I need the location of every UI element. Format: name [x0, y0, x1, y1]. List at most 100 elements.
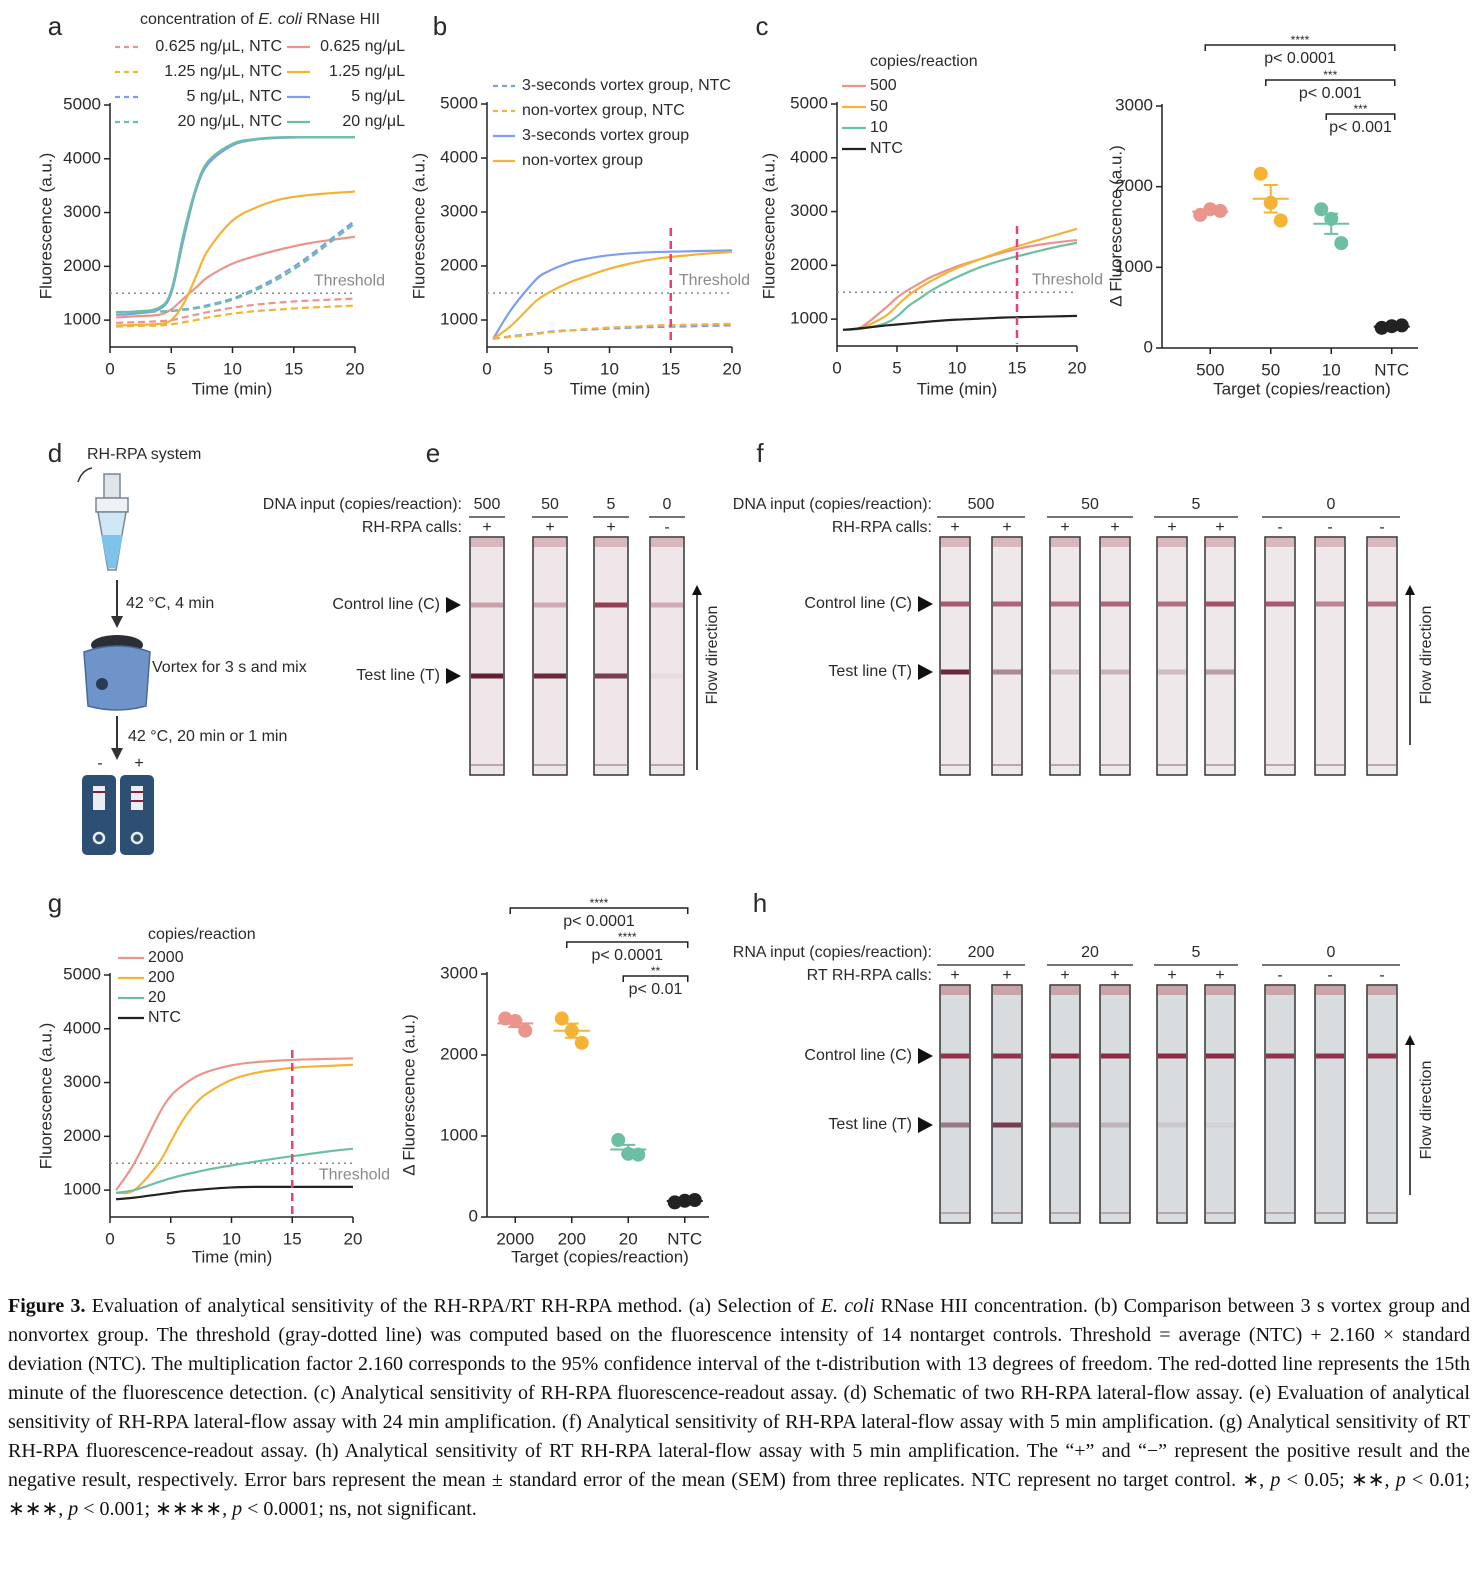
- series-line: [116, 219, 356, 314]
- strip-pad: [1316, 986, 1344, 995]
- strip: [532, 536, 568, 776]
- input-label: 20: [1081, 944, 1099, 961]
- input-label: 5: [1192, 944, 1201, 961]
- caption-run: < 0.0001; ns, not significant.: [242, 1498, 477, 1520]
- strip: [991, 984, 1023, 1224]
- significance-stars: ***: [1353, 102, 1367, 116]
- strip-pad: [1368, 538, 1396, 547]
- test-line: [1051, 669, 1079, 675]
- replicate-point: [574, 1035, 589, 1050]
- input-header: DNA input (copies/reaction):: [733, 496, 932, 513]
- control-line: [1206, 601, 1234, 607]
- caption-run: < 0.05; ∗∗,: [1280, 1469, 1396, 1491]
- significance-stars: ****: [618, 930, 637, 944]
- y-axis-label: Fluorescence (a.u.): [409, 153, 428, 299]
- y-tick-label: 5000: [790, 93, 828, 112]
- significance-stars: ****: [1291, 33, 1310, 47]
- series-line: [116, 190, 356, 327]
- series-line: [116, 136, 355, 314]
- test-line: [1158, 1122, 1186, 1128]
- line-label: Control line (C): [804, 595, 912, 612]
- y-tick-label: 2000: [1115, 176, 1153, 195]
- control-line: [941, 1053, 969, 1059]
- p-value-label: p< 0.0001: [591, 947, 663, 964]
- strip-pad: [993, 986, 1021, 995]
- x-tick-label: 0: [105, 359, 114, 378]
- x-tick-label: 500: [1196, 360, 1224, 379]
- schematic-art: [77, 467, 154, 855]
- strip: [1204, 984, 1236, 1224]
- series-line: [842, 241, 1078, 331]
- replicate-point: [554, 1011, 569, 1026]
- strip-pad: [1051, 538, 1079, 547]
- series-line: [842, 314, 1078, 331]
- strip-pad: [1158, 986, 1186, 995]
- y-tick-label: 1000: [63, 1180, 101, 1199]
- significance-stars: **: [651, 964, 661, 978]
- test-line: [595, 673, 627, 679]
- call-label: +: [1002, 967, 1011, 984]
- control-line: [534, 602, 566, 608]
- error-bar: [1324, 212, 1339, 235]
- legend-label: non-vortex group, NTC: [522, 102, 685, 119]
- test-line: [1101, 669, 1129, 675]
- y-tick-label: 3000: [1115, 95, 1153, 114]
- panel-letter: a: [48, 11, 63, 41]
- y-tick-label: 4000: [63, 148, 101, 167]
- x-tick-label: 50: [1261, 360, 1280, 379]
- line-pointer: [446, 668, 461, 684]
- input-header: RNA input (copies/reaction):: [733, 944, 932, 961]
- replicate-point: [611, 1133, 626, 1148]
- legend-label: 3-seconds vortex group: [522, 127, 689, 144]
- strip: [1314, 984, 1346, 1224]
- control-line: [993, 1053, 1021, 1059]
- call-label: -: [1379, 519, 1384, 536]
- caption-run: p: [1270, 1469, 1281, 1491]
- series-line: [115, 1063, 354, 1195]
- line-pointer: [918, 596, 933, 612]
- x-tick-label: 10: [600, 359, 619, 378]
- x-axis-label: Time (min): [192, 379, 273, 398]
- calls-header: RH-RPA calls:: [362, 519, 462, 536]
- x-tick-label: NTC: [667, 1229, 702, 1248]
- call-label: -: [1327, 519, 1332, 536]
- flow-label: Flow direction: [1418, 1061, 1435, 1160]
- call-label: +: [1167, 967, 1176, 984]
- control-line: [1051, 601, 1079, 607]
- significance-bracket: [1265, 79, 1396, 86]
- strip-pad: [1316, 538, 1344, 547]
- call-label: +: [1060, 967, 1069, 984]
- replicate-point: [1273, 213, 1288, 228]
- series-line: [115, 1147, 354, 1194]
- call-label: -: [664, 519, 669, 536]
- schematic-title: RH-RPA system: [87, 446, 201, 463]
- x-tick-label: 2000: [496, 1229, 534, 1248]
- call-label: +: [1110, 519, 1119, 536]
- x-tick-label: 20: [346, 359, 365, 378]
- legend-title-run: E. coli: [258, 11, 302, 28]
- strip-pad: [1206, 986, 1234, 995]
- panel-letter: d: [48, 438, 62, 468]
- schematic-step: 42 °C, 4 min: [126, 595, 214, 612]
- legend-label: 10: [870, 119, 888, 136]
- legend-label: 500: [870, 77, 897, 94]
- legend-label: 200: [148, 969, 175, 986]
- caption-run: < 0.001; ∗∗∗∗,: [78, 1498, 233, 1520]
- y-tick-label: 2000: [440, 255, 478, 274]
- control-line: [1051, 1053, 1079, 1059]
- x-tick-label: 20: [344, 1229, 363, 1248]
- significance-bracket: [622, 975, 689, 982]
- y-tick-label: 1000: [63, 310, 101, 329]
- threshold-label: Threshold: [319, 1166, 390, 1183]
- control-line: [1316, 1053, 1344, 1059]
- panel-letter: c: [756, 11, 769, 41]
- strip: [1314, 536, 1346, 776]
- strip: [939, 984, 971, 1224]
- test-line: [471, 673, 503, 679]
- control-line: [1101, 1053, 1129, 1059]
- schematic-result: -: [97, 755, 102, 772]
- y-tick-label: 3000: [63, 202, 101, 221]
- test-line: [1206, 669, 1234, 675]
- y-tick-label: 1000: [790, 309, 828, 328]
- y-axis-label: Fluorescence (a.u.): [36, 1023, 55, 1169]
